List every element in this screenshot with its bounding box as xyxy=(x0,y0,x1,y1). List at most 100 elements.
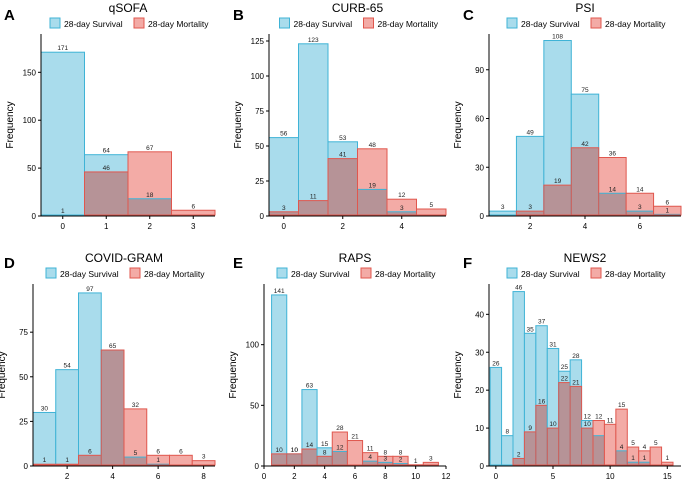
bar-survival xyxy=(524,333,536,465)
bar-overlap xyxy=(298,200,328,215)
legend-swatch-survival xyxy=(45,267,57,279)
bar-overlap xyxy=(524,431,536,465)
x-tick-label: 2 xyxy=(292,472,297,481)
panel-letter: F xyxy=(463,255,472,272)
bar-overlap xyxy=(638,462,651,465)
bar-mortality xyxy=(146,455,170,465)
data-label-mortality: 65 xyxy=(109,343,117,350)
data-label-mortality: 3 xyxy=(202,454,206,461)
bar-mortality xyxy=(653,206,681,215)
bar-survival xyxy=(41,52,85,216)
x-tick-label: 1 xyxy=(104,222,109,231)
data-label-survival: 4 xyxy=(368,454,372,461)
data-label-mortality: 14 xyxy=(306,442,314,449)
data-label-survival: 141 xyxy=(274,288,285,295)
data-label-mortality: 6 xyxy=(156,448,160,455)
data-label-mortality: 11 xyxy=(310,194,317,201)
legend: 28-day Survival 28-day Mortality xyxy=(279,17,439,29)
data-label-mortality: 1 xyxy=(43,457,47,464)
data-label-mortality: 11 xyxy=(607,417,614,424)
data-label-mortality: 8 xyxy=(323,449,327,456)
bar-mortality xyxy=(171,210,215,215)
legend-swatch-survival xyxy=(279,17,290,29)
data-label-mortality: 3 xyxy=(429,455,433,462)
bar-outline-mortality xyxy=(171,209,216,216)
bar-overlap xyxy=(357,189,387,215)
bar-overlap xyxy=(598,193,627,215)
y-tick-label: 75 xyxy=(19,328,28,337)
bar-outline-mortality xyxy=(422,461,439,466)
bar-outline-mortality xyxy=(191,460,216,466)
data-label-survival: 97 xyxy=(86,286,94,293)
bar-outline-mortality xyxy=(661,461,674,466)
x-tick-label: 0 xyxy=(262,472,267,481)
bar-outline-survival xyxy=(489,366,503,466)
legend-label-mortality: 28-day Mortality xyxy=(605,269,666,279)
bar-overlap xyxy=(387,211,417,215)
data-labels: 3 49 3 108 19 75 42 14 36 3 14 16 xyxy=(501,34,670,215)
bar-outline-mortality xyxy=(598,157,627,216)
x-tick-label: 4 xyxy=(110,472,115,481)
data-label-mortality: 14 xyxy=(636,186,644,193)
bar-mortality xyxy=(638,450,651,465)
bar-overlap xyxy=(269,211,299,215)
panel-title: PSI xyxy=(575,1,594,15)
panel-letter: C xyxy=(463,7,474,24)
x-tick-label: 5 xyxy=(551,472,556,481)
legend: 28-day Survival 28-day Mortality xyxy=(45,267,205,279)
bar-overlap xyxy=(571,147,599,215)
panel-title: qSOFA xyxy=(109,1,148,15)
bar-overlap xyxy=(593,435,605,465)
bar-survival xyxy=(33,412,56,465)
data-label-survival: 56 xyxy=(280,131,288,138)
y-tick-label: 30 xyxy=(475,163,484,172)
data-label-mortality: 5 xyxy=(429,202,433,209)
legend-label-mortality: 28-day Mortality xyxy=(148,19,209,29)
bar-overlap xyxy=(286,453,302,465)
bar-survival xyxy=(516,136,544,215)
y-tick-label: 10 xyxy=(475,424,484,433)
bar-survival xyxy=(547,348,559,465)
data-label-survival: 15 xyxy=(321,441,329,448)
y-axis-label: Frequency xyxy=(0,351,8,398)
y-tick-label: 50 xyxy=(250,401,259,410)
data-label-mortality: 8 xyxy=(399,449,403,456)
x-tick-label: 6 xyxy=(638,222,643,231)
data-label-mortality: 15 xyxy=(618,402,626,409)
panel-title: CURB-65 xyxy=(332,1,384,15)
x-tick-label: 6 xyxy=(353,472,358,481)
y-tick-label: 0 xyxy=(260,212,265,221)
y-tick-label: 100 xyxy=(251,72,265,81)
data-label-survival: 3 xyxy=(638,204,642,211)
x-tick-label: 4 xyxy=(400,222,405,231)
data-label-survival: 18 xyxy=(146,192,154,199)
data-label-survival: 30 xyxy=(41,405,49,412)
data-label-survival: 28 xyxy=(572,353,580,360)
x-tick-label: 2 xyxy=(65,472,70,481)
x-tick-label: 12 xyxy=(442,472,451,481)
data-label-mortality: 41 xyxy=(339,152,347,159)
legend: 28-day Survival 28-day Mortality xyxy=(276,267,436,279)
bar-mortality xyxy=(627,447,639,465)
bar-overlap xyxy=(362,461,378,465)
y-tick-label: 20 xyxy=(475,386,484,395)
data-label-mortality: 6 xyxy=(88,448,92,455)
data-label-survival: 53 xyxy=(339,135,347,142)
panel-title: RAPS xyxy=(339,251,372,265)
bars xyxy=(489,291,674,466)
legend-swatch-mortality xyxy=(360,267,372,279)
bars xyxy=(40,51,216,216)
bar-outline-mortality xyxy=(127,151,172,216)
bar-survival xyxy=(513,291,525,465)
legend: 28-day Survival 28-day Mortality xyxy=(49,17,209,29)
y-tick-label: 100 xyxy=(23,116,37,125)
data-label-survival: 3 xyxy=(400,205,404,212)
x-tick-label: 0 xyxy=(494,472,499,481)
bar-mortality xyxy=(169,455,193,465)
data-label-mortality: 22 xyxy=(561,376,569,383)
bar-survival xyxy=(298,43,328,215)
data-label-survival: 3 xyxy=(384,455,388,462)
data-label-mortality: 10 xyxy=(584,421,592,428)
legend-swatch-survival xyxy=(276,267,288,279)
